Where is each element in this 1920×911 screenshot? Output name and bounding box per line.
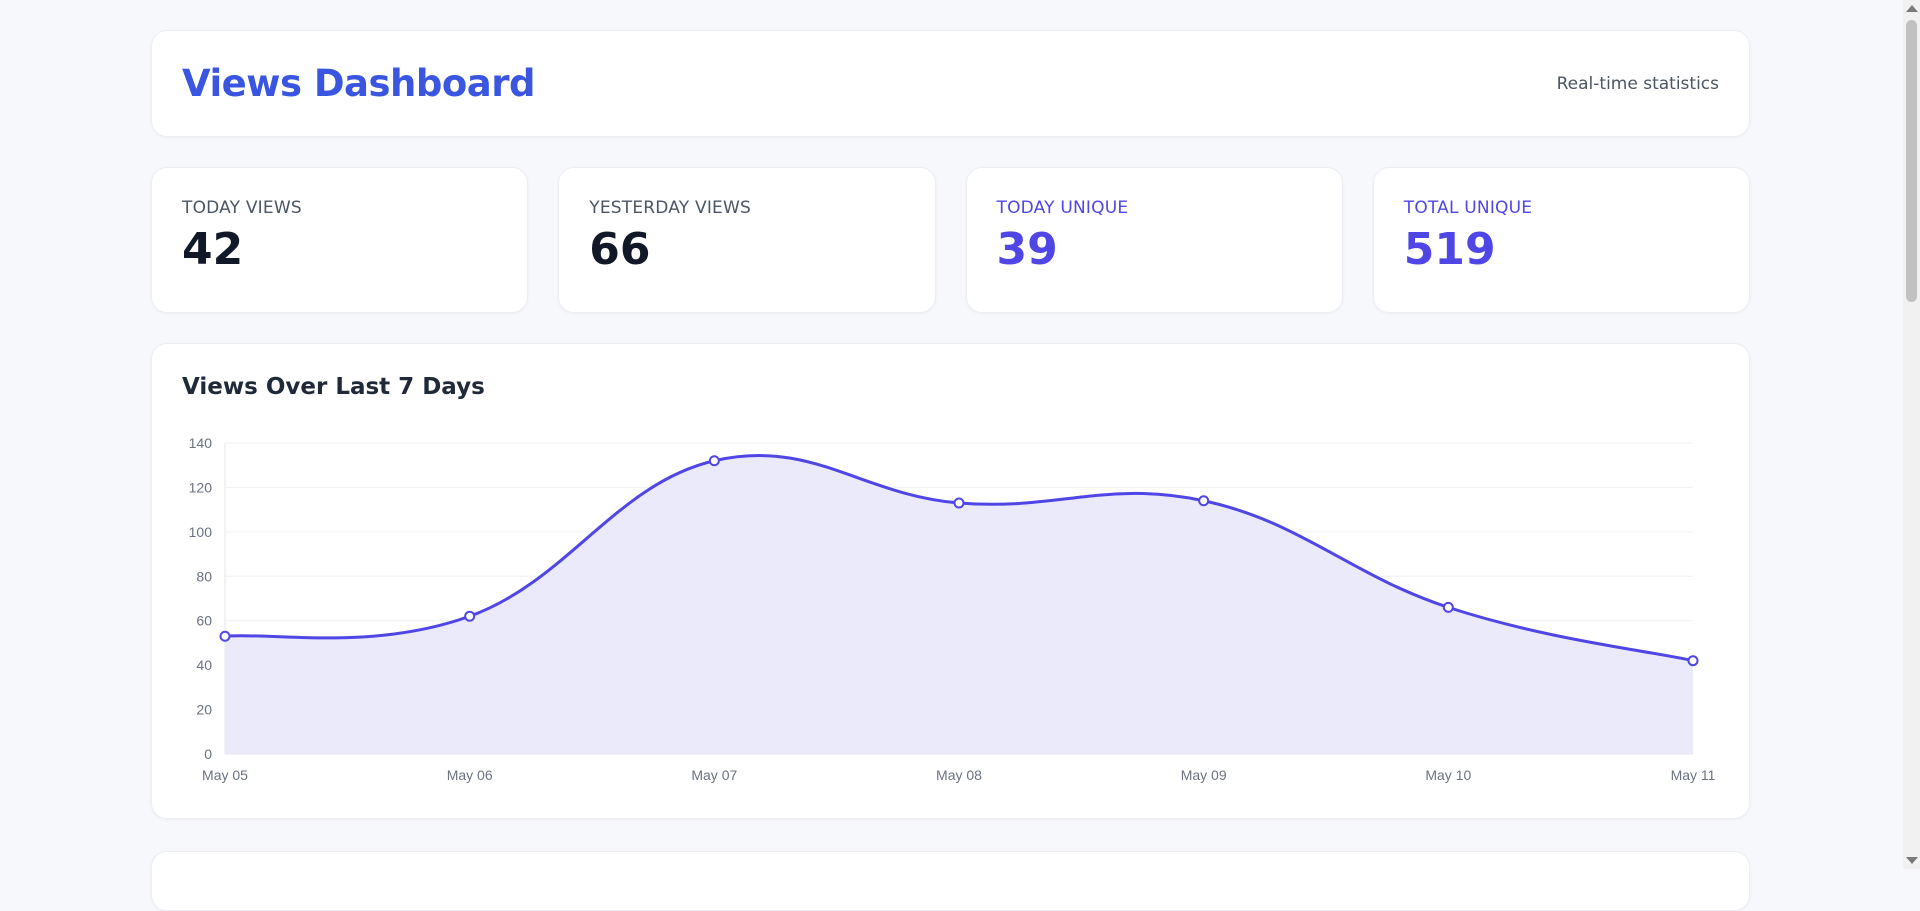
x-tick-label: May 07 <box>691 767 737 783</box>
y-tick-label: 120 <box>189 479 213 495</box>
stat-label: TODAY UNIQUE <box>996 198 1129 218</box>
stat-card-today-unique: TODAY UNIQUE 39 <box>965 167 1343 313</box>
y-tick-label: 100 <box>189 524 213 540</box>
stat-card-today-views: TODAY VIEWS 42 <box>151 167 529 313</box>
x-tick-label: May 10 <box>1425 767 1471 783</box>
page-subtitle: Real-time statistics <box>1556 73 1719 94</box>
data-point <box>219 630 231 642</box>
stat-value: 66 <box>589 224 651 275</box>
data-point <box>1442 601 1454 613</box>
y-tick-label: 0 <box>204 746 212 762</box>
x-tick-label: May 05 <box>202 767 248 783</box>
y-tick-label: 60 <box>196 613 212 629</box>
data-point <box>1198 495 1210 507</box>
scrollbar[interactable] <box>1903 0 1920 869</box>
next-card <box>151 851 1750 911</box>
scroll-down-arrow-icon[interactable] <box>1906 857 1918 864</box>
views-chart: 0 20 40 60 80 100 120 140 May 05 May 06 May 07 May … <box>189 435 1716 783</box>
series-area <box>225 455 1693 754</box>
stat-card-total-unique: TOTAL UNIQUE 519 <box>1372 167 1750 313</box>
y-tick-label: 20 <box>196 702 212 718</box>
stat-label: TODAY VIEWS <box>182 198 302 218</box>
scroll-up-arrow-icon[interactable] <box>1906 5 1918 12</box>
data-point <box>1687 655 1699 667</box>
data-point <box>953 497 965 509</box>
x-tick-label: May 08 <box>936 767 982 783</box>
stat-card-yesterday-views: YESTERDAY VIEWS 66 <box>558 167 936 313</box>
y-tick-label: 80 <box>196 568 212 584</box>
x-tick-label: May 11 <box>1671 767 1716 783</box>
data-point <box>708 455 720 467</box>
header-card: Views Dashboard Real-time statistics <box>151 30 1750 137</box>
stat-label: TOTAL UNIQUE <box>1403 198 1533 218</box>
x-tick-label: May 09 <box>1181 767 1227 783</box>
data-point <box>464 610 476 622</box>
stat-label: YESTERDAY VIEWS <box>589 198 751 218</box>
stats-row: TODAY VIEWS 42 YESTERDAY VIEWS 66 TODAY … <box>151 167 1750 313</box>
stat-value: 519 <box>1403 224 1496 275</box>
stat-value: 39 <box>996 224 1058 275</box>
stat-value: 42 <box>182 224 244 275</box>
y-tick-label: 40 <box>196 657 212 673</box>
scroll-thumb[interactable] <box>1906 20 1917 302</box>
x-tick-label: May 06 <box>447 767 493 783</box>
chart-title: Views Over Last 7 Days <box>182 374 485 400</box>
chart-card: Views Over Last 7 Days 0 20 40 60 80 100 120 14… <box>151 343 1750 819</box>
y-tick-label: 140 <box>189 435 213 451</box>
page-title: Views Dashboard <box>182 62 536 105</box>
dashboard-container: Views Dashboard Real-time statistics TOD… <box>151 30 1750 819</box>
